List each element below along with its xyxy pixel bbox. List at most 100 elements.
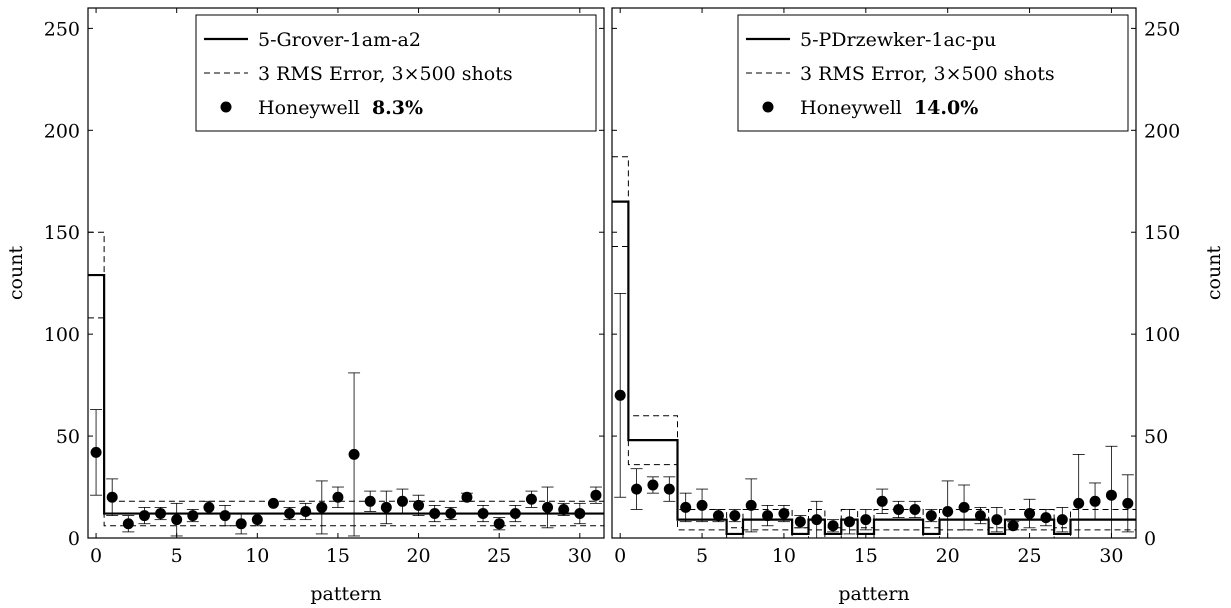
measured-point [155,508,167,520]
measured-point [1024,508,1036,520]
measured-point [860,514,872,526]
x-axis-label: pattern [310,583,381,605]
measured-point [909,503,921,515]
measured-point [461,491,473,503]
measured-point [590,489,602,501]
x-tick-label: 15 [854,545,878,567]
legend-entry-label: 3 RMS Error, 3×500 shots [258,63,513,85]
x-tick-label: 10 [245,545,269,567]
legend-entry-text: 3 RMS Error, 3×500 shots [258,63,513,85]
measured-point [631,483,643,495]
measured-point [1073,497,1085,509]
x-tick-label: 25 [1017,545,1041,567]
measured-point [493,518,505,530]
x-tick-label: 10 [772,545,796,567]
x-tick-label: 30 [1099,545,1123,567]
legend-entry-text: 5-Grover-1am-a2 [258,29,421,51]
measured-point [509,508,521,520]
measured-point [219,510,231,522]
y-tick-label: 200 [1144,120,1180,142]
measured-point [187,510,199,522]
y-axis-label: count [1203,246,1225,301]
measured-point [843,516,855,528]
legend-entry-label: 5-Grover-1am-a2 [258,29,421,51]
measured-point [203,501,215,513]
rms-error-lower-line [88,317,604,527]
measured-point [1056,514,1068,526]
x-tick-label: 0 [90,545,102,567]
measured-point [778,508,790,520]
measured-point [332,491,344,503]
measured-point [876,495,888,507]
measured-point [712,510,724,522]
measured-point [477,508,489,520]
measured-point [445,508,457,520]
measured-point [300,506,312,517]
rms-error-lower-line [612,246,1136,539]
x-axis-label: pattern [838,583,909,605]
rms-error-upper-line [612,156,1136,529]
measured-point [1007,520,1019,532]
x-tick-label: 5 [171,545,183,567]
measured-point [171,514,183,526]
measured-point [647,479,659,491]
measured-point [696,499,708,511]
measured-point [558,503,570,515]
legend-entry-bold-value: 14.0% [914,97,978,119]
measured-point [1089,495,1101,507]
measured-point [413,499,425,511]
legend-entry-label: 5-PDrzewker-1ac-pu [800,29,996,51]
y-tick-label: 150 [44,222,80,244]
measured-point [267,497,279,509]
measured-point [729,510,741,522]
left-chart-panel: 0 5 10 15 20 25 30 0 50 100 150 200 250 pattern count 5… [5,7,605,605]
legend-entry-text: Honeywell 8.3% [258,97,423,119]
measured-point [663,483,675,495]
y-tick-label: 0 [1144,528,1156,550]
y-tick-label: 200 [44,120,80,142]
x-tick-label: 20 [936,545,960,567]
measured-point [614,389,626,401]
measured-point [1040,512,1052,524]
legend-entry-label: Honeywell [800,97,908,119]
measured-point [893,503,905,515]
measured-point [90,446,102,458]
measured-point [525,493,537,505]
measured-point [348,448,360,460]
legend-marker-swatch [220,101,232,113]
measured-point [958,501,970,513]
measured-point [122,518,134,530]
measured-point [991,514,1003,526]
y-axis-label: count [5,246,27,301]
y-tick-label: 50 [56,426,80,448]
y-tick-label: 50 [1144,426,1168,448]
measured-point [106,491,118,503]
measured-point [811,514,823,526]
measured-point [138,510,150,522]
legend-entry-text: 5-PDrzewker-1ac-pu [800,29,996,51]
legend-entry-label: 3 RMS Error, 3×500 shots [800,63,1055,85]
measured-point [574,508,586,520]
measured-point [680,501,692,513]
x-tick-label: 30 [568,545,592,567]
x-tick-label: 15 [326,545,350,567]
y-tick-label: 100 [1144,324,1180,346]
x-tick-label: 0 [614,545,626,567]
measured-point [745,499,757,511]
expected-step-line [88,273,604,515]
legend-entry-bold-value: 8.3% [372,97,423,119]
y-tick-label: 0 [68,528,80,550]
measured-point [364,495,376,507]
measured-point [396,495,408,507]
y-tick-label: 150 [1144,222,1180,244]
measured-point [762,510,774,522]
measured-point [284,508,296,520]
measured-point [794,516,806,528]
measured-point [235,518,247,530]
x-tick-label: 5 [696,545,708,567]
measured-point [316,501,328,513]
y-tick-label: 250 [1144,18,1180,40]
rms-error-upper-line [88,231,604,502]
legend-marker-swatch [762,101,774,113]
